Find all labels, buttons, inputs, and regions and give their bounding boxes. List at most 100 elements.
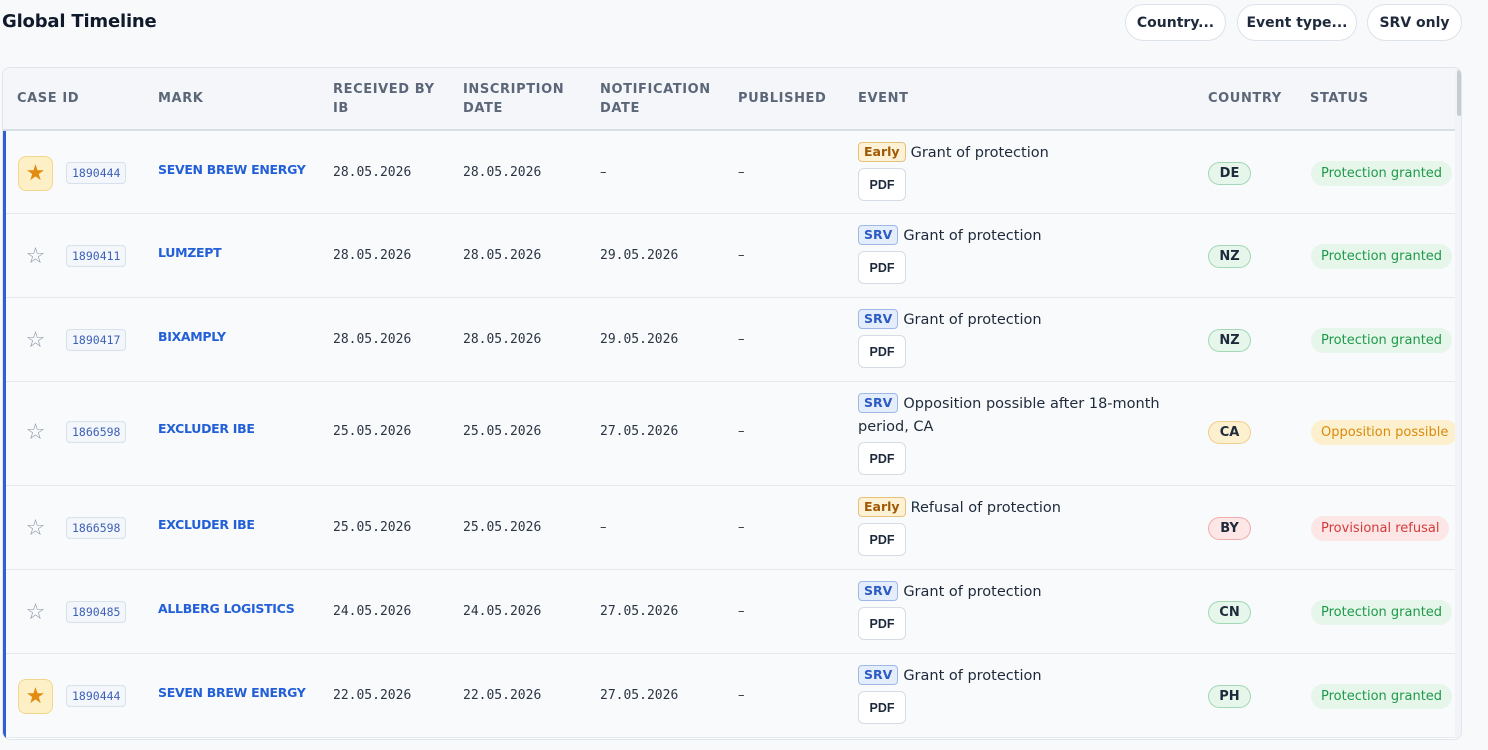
star-filled-icon[interactable]: ★ xyxy=(18,155,53,191)
column-header-published[interactable]: PUBLISHED xyxy=(738,91,827,106)
status-badge: Provisional refusal xyxy=(1311,516,1450,541)
column-header-mark[interactable]: MARK xyxy=(158,91,204,106)
inscription-date: 24.05.2026 xyxy=(463,604,542,619)
received-date: 28.05.2026 xyxy=(333,164,412,180)
mark-link[interactable]: SEVEN BREW ENERGY xyxy=(158,161,306,177)
published-date: – xyxy=(738,520,745,535)
event-cell: Early Refusal of protection PDF xyxy=(858,497,1168,556)
pdf-button[interactable]: PDF xyxy=(858,607,906,640)
event-cell: SRV Grant of protection PDF xyxy=(858,665,1168,724)
early-tag: Early xyxy=(858,142,906,162)
timeline-table: CASE ID MARK RECEIVED BY IB INSCRIPTION … xyxy=(2,67,1462,740)
published-date: – xyxy=(738,332,745,347)
event-cell: SRV Grant of protection PDF xyxy=(858,581,1168,640)
published-date: – xyxy=(738,164,745,180)
pdf-button[interactable]: PDF xyxy=(858,251,906,284)
received-date: 24.05.2026 xyxy=(333,604,412,619)
page-header: Global Timeline Country... Event type...… xyxy=(0,0,1488,46)
case-id-link[interactable]: 1866598 xyxy=(66,421,127,443)
event-description: Grant of protection xyxy=(903,668,1042,684)
event-type-filter-button[interactable]: Event type... xyxy=(1237,4,1357,41)
inscription-date: 28.05.2026 xyxy=(463,248,542,263)
column-header-received-by-ib[interactable]: RECEIVED BY IB xyxy=(333,82,435,116)
status-badge: Protection granted xyxy=(1311,328,1453,353)
pdf-button[interactable]: PDF xyxy=(858,523,906,556)
column-header-case-id[interactable]: CASE ID xyxy=(17,91,80,106)
table-row[interactable]: ☆ 1890485 ALLBERG LOGISTICS 24.05.2026 24.05… xyxy=(3,570,1455,654)
table-row[interactable]: ☆ 1890411 LUMZEPT 28.05.2026 28.05.2026 29.05… xyxy=(3,214,1455,298)
event-description: Opposition possible after 18-month perio… xyxy=(858,396,1160,435)
country-badge: CA xyxy=(1208,421,1251,444)
pdf-button[interactable]: PDF xyxy=(858,335,906,368)
table-body: ★ 1890444 SEVEN BREW ENERGY 28.05.2026 28.05… xyxy=(3,131,1459,738)
star-outline-icon[interactable]: ☆ xyxy=(25,244,46,269)
country-filter-button[interactable]: Country... xyxy=(1125,4,1226,41)
inscription-date: 25.05.2026 xyxy=(463,424,542,439)
case-id-link[interactable]: 1890411 xyxy=(66,245,127,267)
scrollbar-track[interactable] xyxy=(1455,68,1461,739)
country-badge: NZ xyxy=(1208,245,1251,268)
star-outline-icon[interactable]: ☆ xyxy=(25,600,46,625)
mark-link[interactable]: ALLBERG LOGISTICS xyxy=(158,601,295,616)
status-badge: Protection granted xyxy=(1311,684,1453,709)
country-badge: PH xyxy=(1208,685,1251,708)
case-id-link[interactable]: 1890444 xyxy=(66,161,127,184)
case-id-link[interactable]: 1890417 xyxy=(66,329,127,351)
table-row[interactable]: ★ 1890444 SEVEN BREW ENERGY 22.05.2026 22.05… xyxy=(3,654,1455,738)
country-badge: NZ xyxy=(1208,329,1251,352)
country-badge: DE xyxy=(1208,161,1251,185)
event-cell: SRV Opposition possible after 18-month pe… xyxy=(858,393,1168,475)
column-header-status[interactable]: STATUS xyxy=(1310,91,1369,106)
column-header-inscription-date[interactable]: INSCRIPTION DATE xyxy=(463,82,565,116)
notification-date: 29.05.2026 xyxy=(600,248,679,263)
event-description: Refusal of protection xyxy=(910,500,1061,516)
notification-date: – xyxy=(600,520,607,535)
published-date: – xyxy=(738,604,745,619)
received-date: 28.05.2026 xyxy=(333,332,412,347)
mark-link[interactable]: LUMZEPT xyxy=(158,245,222,260)
pdf-button[interactable]: PDF xyxy=(858,691,906,724)
srv-tag: SRV xyxy=(858,309,899,329)
mark-link[interactable]: SEVEN BREW ENERGY xyxy=(158,685,306,700)
mark-link[interactable]: EXCLUDER IBE xyxy=(158,421,255,436)
table-row[interactable]: ★ 1890444 SEVEN BREW ENERGY 28.05.2026 28.05… xyxy=(3,131,1455,214)
published-date: – xyxy=(738,424,745,439)
notification-date: 27.05.2026 xyxy=(600,604,679,619)
case-id-link[interactable]: 1866598 xyxy=(66,517,127,539)
column-header-event[interactable]: EVENT xyxy=(858,91,909,106)
pdf-button[interactable]: PDF xyxy=(858,168,906,201)
notification-date: 27.05.2026 xyxy=(600,424,679,439)
notification-date: 27.05.2026 xyxy=(600,688,679,703)
table-row[interactable]: ☆ 1866598 EXCLUDER IBE 25.05.2026 25.05.2026… xyxy=(3,486,1455,570)
mark-link[interactable]: EXCLUDER IBE xyxy=(158,517,255,532)
table-row[interactable]: ☆ 1866598 EXCLUDER IBE 25.05.2026 25.05.2026… xyxy=(3,382,1459,486)
country-badge: CN xyxy=(1208,601,1251,624)
notification-date: 29.05.2026 xyxy=(600,332,679,347)
column-header-country[interactable]: COUNTRY xyxy=(1208,91,1282,106)
table-row[interactable]: ☆ 1890417 BIXAMPLY 28.05.2026 28.05.2026 29.0… xyxy=(3,298,1455,382)
published-date: – xyxy=(738,688,745,703)
status-badge: Protection granted xyxy=(1311,160,1453,186)
event-cell: Early Grant of protection PDF xyxy=(858,142,1168,201)
srv-tag: SRV xyxy=(858,581,899,601)
country-badge: BY xyxy=(1208,517,1251,540)
star-outline-icon[interactable]: ☆ xyxy=(25,420,46,445)
star-filled-icon[interactable]: ★ xyxy=(18,679,53,714)
star-outline-icon[interactable]: ☆ xyxy=(25,328,46,353)
scrollbar-thumb[interactable] xyxy=(1457,70,1461,116)
inscription-date: 25.05.2026 xyxy=(463,520,542,535)
page-title: Global Timeline xyxy=(2,11,157,32)
received-date: 28.05.2026 xyxy=(333,248,412,263)
star-outline-icon[interactable]: ☆ xyxy=(25,516,46,541)
mark-link[interactable]: BIXAMPLY xyxy=(158,329,226,344)
case-id-link[interactable]: 1890485 xyxy=(66,601,127,623)
case-id-link[interactable]: 1890444 xyxy=(66,685,127,707)
table-header: CASE ID MARK RECEIVED BY IB INSCRIPTION … xyxy=(3,68,1455,131)
column-header-notification-date[interactable]: NOTIFICATION DATE xyxy=(600,82,711,116)
event-cell: SRV Grant of protection PDF xyxy=(858,309,1168,368)
pdf-button[interactable]: PDF xyxy=(858,442,906,475)
status-badge: Protection granted xyxy=(1311,600,1453,625)
srv-tag: SRV xyxy=(858,393,899,413)
inscription-date: 22.05.2026 xyxy=(463,688,542,703)
srv-only-toggle[interactable]: SRV only xyxy=(1367,4,1462,41)
